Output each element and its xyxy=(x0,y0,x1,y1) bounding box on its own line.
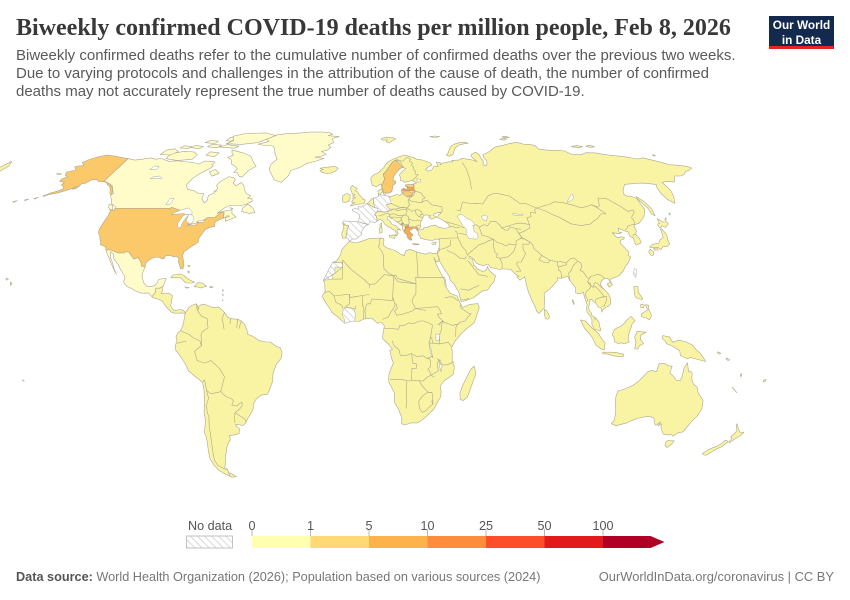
svg-text:5: 5 xyxy=(365,519,372,533)
svg-text:No data: No data xyxy=(188,519,232,533)
svg-text:1: 1 xyxy=(307,519,314,533)
svg-text:50: 50 xyxy=(537,519,551,533)
svg-text:0: 0 xyxy=(248,519,255,533)
svg-text:100: 100 xyxy=(592,519,613,533)
svg-text:25: 25 xyxy=(479,519,493,533)
svg-text:10: 10 xyxy=(420,519,434,533)
